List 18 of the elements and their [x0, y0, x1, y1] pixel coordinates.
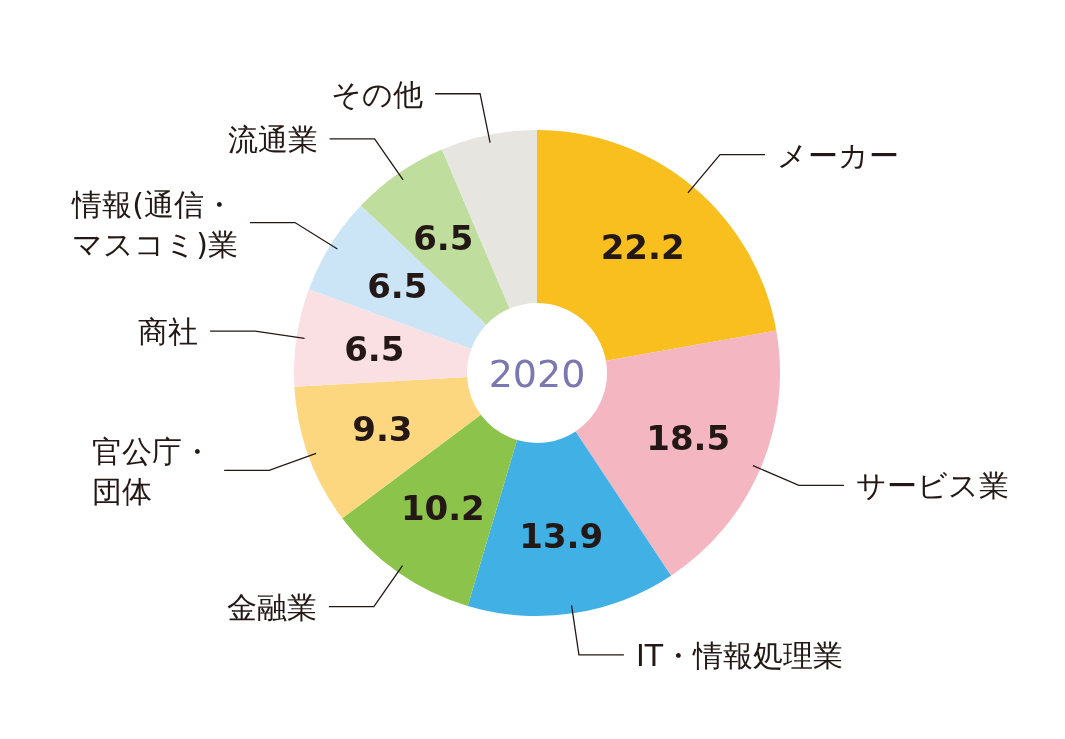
- slice-label: 金融業: [226, 589, 317, 625]
- data-label: 6.5: [413, 217, 474, 258]
- slice-label: 情報(通信・マスコミ)業: [71, 186, 238, 262]
- slice-label: メーカー: [777, 137, 900, 173]
- data-label: 13.9: [519, 515, 604, 556]
- data-label: 10.2: [400, 487, 485, 528]
- slice-label: IT・情報処理業: [635, 637, 844, 673]
- slice-label: 商社: [138, 314, 199, 350]
- data-label: 22.2: [600, 226, 685, 267]
- slice-label: その他: [331, 76, 424, 112]
- slice-label: 官公庁・団体: [92, 434, 213, 510]
- text: 2020: [488, 352, 586, 396]
- data-label: 6.5: [367, 266, 428, 307]
- data-label: 6.5: [344, 328, 405, 369]
- data-label: 9.3: [352, 409, 413, 450]
- data-label: 18.5: [646, 417, 731, 458]
- slice-label: 流通業: [227, 121, 318, 157]
- slice-label: サービス業: [855, 468, 1009, 504]
